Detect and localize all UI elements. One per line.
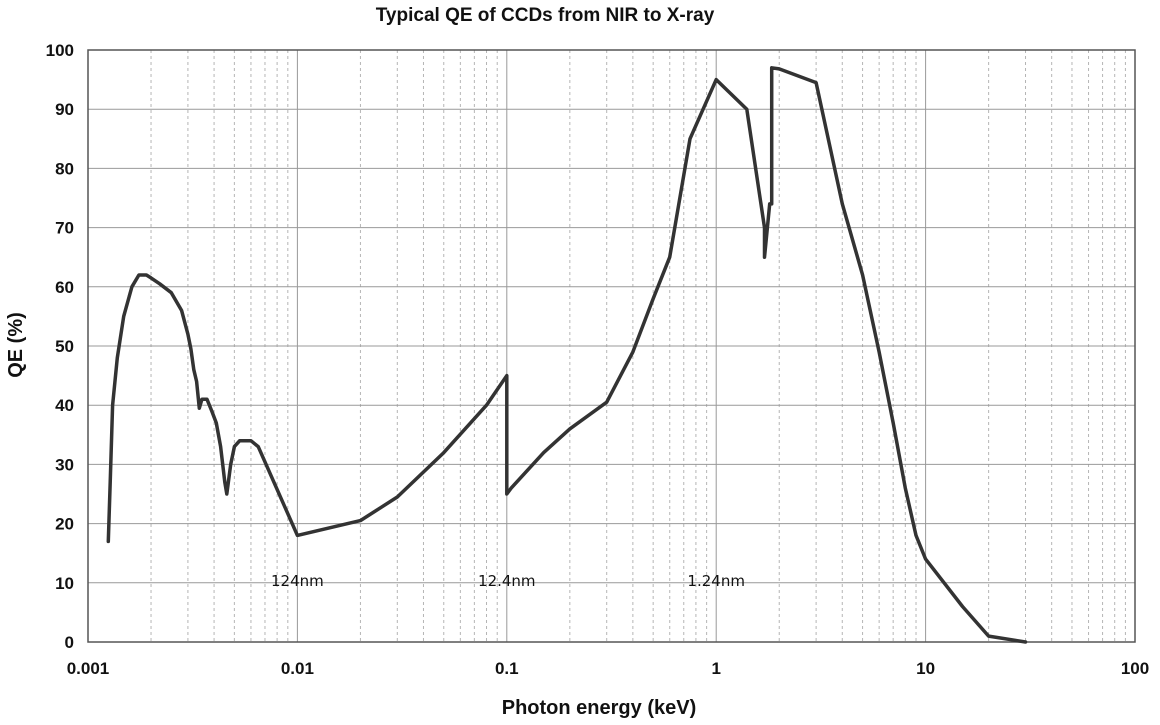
y-tick-label: 40 — [55, 396, 74, 415]
chart-title: Typical QE of CCDs from NIR to X-ray — [376, 5, 715, 26]
y-tick-label: 70 — [55, 219, 74, 238]
x-tick-label: 1 — [711, 659, 720, 678]
wavelength-annotation: 1.24nm — [687, 572, 745, 590]
wavelength-annotation: 124nm — [271, 572, 324, 590]
x-tick-label: 10 — [916, 659, 935, 678]
x-tick-label: 100 — [1121, 659, 1149, 678]
annotations: 124nm 12.4nm 1.24nm — [271, 572, 745, 590]
y-tick-label: 0 — [65, 633, 74, 652]
y-tick-label: 10 — [55, 574, 74, 593]
x-tick-label: 0.01 — [281, 659, 314, 678]
y-tick-label: 80 — [55, 159, 74, 178]
plot-area-frame — [87, 49, 1136, 643]
x-axis-ticks: 0.001 0.01 0.1 1 10 100 — [67, 659, 1149, 678]
y-axis-ticks: 0 10 20 30 40 50 60 70 80 90 100 — [46, 41, 74, 652]
y-tick-label: 60 — [55, 278, 74, 297]
qe-series-line — [106, 66, 1028, 644]
x-tick-label: 0.1 — [495, 659, 519, 678]
y-axis-label: QE (%) — [5, 312, 27, 378]
x-tick-label: 0.001 — [67, 659, 110, 678]
wavelength-annotation: 12.4nm — [478, 572, 536, 590]
y-tick-label: 30 — [55, 455, 74, 474]
y-tick-label: 90 — [55, 100, 74, 119]
y-tick-label: 100 — [46, 41, 74, 60]
x-axis-label: Photon energy (keV) — [502, 697, 696, 719]
y-tick-label: 50 — [55, 337, 74, 356]
grid — [87, 49, 1136, 643]
series-layer — [106, 66, 1028, 644]
y-tick-label: 20 — [55, 515, 74, 534]
